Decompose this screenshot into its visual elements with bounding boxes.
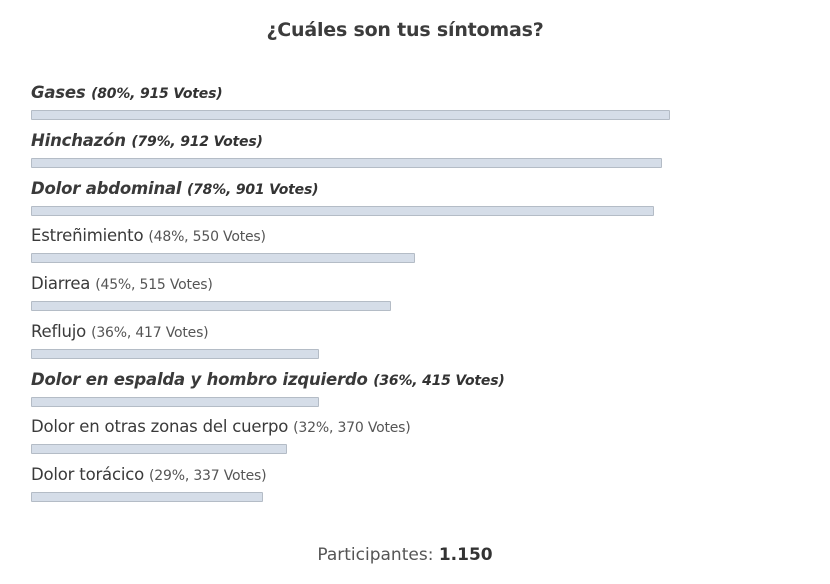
- option-name: Dolor en otras zonas del cuerpo: [31, 417, 289, 437]
- option-label-line: Diarrea (45%, 515 Votes): [31, 273, 691, 296]
- option-stats: (36%, 417 Votes): [91, 324, 209, 341]
- result-bar: [31, 348, 319, 359]
- result-bar: [31, 205, 654, 216]
- poll-results: Gases (80%, 915 Votes) Hinchazón (79%, 91…: [31, 82, 691, 512]
- poll-option: Hinchazón (79%, 912 Votes): [31, 130, 691, 178]
- poll-option: Dolor en otras zonas del cuerpo (32%, 37…: [31, 416, 691, 464]
- option-name: Dolor abdominal: [31, 178, 182, 198]
- option-name: Hinchazón: [31, 130, 126, 150]
- option-name: Dolor torácico: [31, 465, 144, 484]
- option-label-line: Dolor abdominal (78%, 901 Votes): [31, 178, 691, 201]
- option-name: Diarrea: [31, 274, 91, 293]
- option-stats: (29%, 337 Votes): [149, 468, 267, 484]
- poll-option: Dolor abdominal (78%, 901 Votes): [31, 178, 691, 226]
- result-bar-track: [31, 110, 671, 121]
- option-stats: (48%, 550 Votes): [148, 229, 266, 246]
- option-label-line: Dolor torácico (29%, 337 Votes): [31, 464, 691, 487]
- option-stats: (79%, 912 Votes): [131, 133, 263, 150]
- result-bar-track: [31, 205, 671, 217]
- result-bar: [31, 492, 263, 502]
- option-label-line: Dolor en otras zonas del cuerpo (32%, 37…: [31, 416, 691, 439]
- result-bar-track: [31, 301, 671, 312]
- result-bar: [31, 396, 319, 407]
- option-stats: (32%, 370 Votes): [293, 420, 411, 437]
- result-bar-track: [31, 253, 671, 264]
- result-bar: [31, 444, 287, 455]
- participants-count: 1.150: [438, 545, 493, 565]
- option-name: Gases: [31, 83, 86, 102]
- option-name: Dolor en espalda y hombro izquierdo: [31, 369, 368, 389]
- option-label-line: Dolor en espalda y hombro izquierdo (36%…: [31, 369, 691, 392]
- poll-option: Reflujo (36%, 417 Votes): [31, 321, 691, 369]
- poll-option: Dolor torácico (29%, 337 Votes): [31, 464, 691, 512]
- result-bar: [31, 301, 391, 311]
- poll-option: Estreñimiento (48%, 550 Votes): [31, 225, 691, 273]
- poll-title: ¿Cuáles son tus síntomas?: [266, 19, 544, 41]
- option-stats: (36%, 415 Votes): [373, 372, 505, 389]
- poll-option: Dolor en espalda y hombro izquierdo (36%…: [31, 369, 691, 417]
- result-bar: [31, 157, 662, 168]
- poll-option: Diarrea (45%, 515 Votes): [31, 273, 691, 321]
- result-bar-track: [31, 157, 671, 169]
- poll-option: Gases (80%, 915 Votes): [31, 82, 691, 130]
- result-bar-track: [31, 492, 671, 503]
- option-name: Estreñimiento: [31, 226, 144, 246]
- participants-summary: Participantes: 1.150: [0, 545, 810, 565]
- option-stats: (80%, 915 Votes): [91, 86, 223, 102]
- result-bar-track: [31, 396, 671, 408]
- result-bar: [31, 110, 670, 120]
- option-label-line: Gases (80%, 915 Votes): [31, 82, 691, 105]
- participants-label: Participantes:: [317, 545, 434, 565]
- option-stats: (45%, 515 Votes): [95, 277, 213, 293]
- result-bar-track: [31, 444, 671, 455]
- result-bar-track: [31, 348, 671, 360]
- option-label-line: Estreñimiento (48%, 550 Votes): [31, 225, 691, 248]
- option-name: Reflujo: [31, 321, 87, 341]
- result-bar: [31, 253, 415, 264]
- option-stats: (78%, 901 Votes): [186, 181, 319, 198]
- option-label-line: Hinchazón (79%, 912 Votes): [31, 130, 691, 153]
- option-label-line: Reflujo (36%, 417 Votes): [31, 321, 691, 344]
